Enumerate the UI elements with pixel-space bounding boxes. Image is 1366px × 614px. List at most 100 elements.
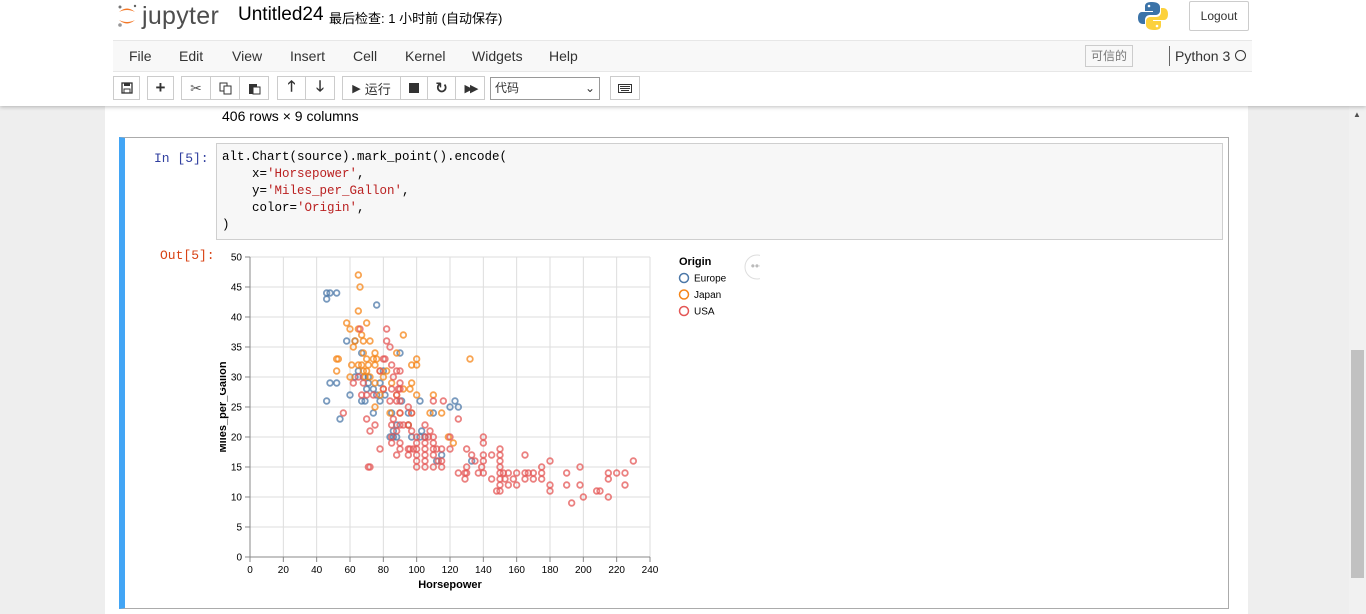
data-point-europe <box>322 295 331 303</box>
trusted-indicator[interactable]: 可信的 <box>1085 45 1133 67</box>
data-point-usa <box>454 469 463 477</box>
menu-edit[interactable]: Edit <box>179 48 204 64</box>
data-point-usa <box>379 385 388 393</box>
paste-button[interactable] <box>239 76 269 100</box>
data-point-japan <box>407 379 416 387</box>
chart-points <box>322 271 638 507</box>
menu-widgets[interactable]: Widgets <box>472 48 523 64</box>
data-point-usa <box>404 403 413 411</box>
run-button[interactable]: ▶ 运行 <box>342 76 401 100</box>
data-point-usa <box>349 379 358 387</box>
data-point-usa <box>604 475 613 483</box>
data-point-usa <box>387 421 396 429</box>
data-point-usa <box>496 451 504 459</box>
move-down-button[interactable]: 🡓 <box>305 76 335 100</box>
data-point-japan <box>366 337 374 345</box>
data-point-japan <box>362 319 371 327</box>
save-button[interactable] <box>113 76 140 100</box>
data-point-usa <box>412 463 421 471</box>
command-palette-button[interactable] <box>610 76 640 100</box>
data-point-japan <box>359 337 368 345</box>
data-point-japan <box>371 379 379 387</box>
data-point-usa <box>376 445 384 453</box>
data-point-europe <box>326 289 334 297</box>
data-point-usa <box>621 481 629 489</box>
x-tick-label: 60 <box>344 565 356 576</box>
data-point-europe <box>336 415 344 423</box>
notebook-header: jupyter Untitled24 最后检查: 1 小时前 (自动保存) Lo… <box>0 0 1366 106</box>
data-point-europe <box>372 391 381 399</box>
data-point-europe <box>451 397 459 405</box>
move-up-button[interactable]: 🡑 <box>277 76 306 100</box>
data-point-usa <box>562 481 571 489</box>
legend-label-europe: Europe <box>694 274 727 285</box>
data-point-usa <box>429 463 438 471</box>
copy-button[interactable] <box>210 76 240 100</box>
data-point-usa <box>467 451 476 459</box>
data-point-japan <box>366 373 374 381</box>
data-point-europe <box>346 391 354 399</box>
data-point-usa <box>381 355 389 363</box>
plus-icon: + <box>155 78 166 97</box>
data-point-usa <box>446 433 454 441</box>
code-cell[interactable] <box>119 137 1229 609</box>
logout-button[interactable]: Logout <box>1189 1 1249 31</box>
menu-help[interactable]: Help <box>549 48 578 64</box>
code-editor[interactable]: alt.Chart(source).mark_point().encode( x… <box>216 143 1223 240</box>
notebook-name[interactable]: Untitled24 <box>238 4 324 25</box>
data-point-japan <box>437 409 446 417</box>
interrupt-button[interactable] <box>400 76 428 100</box>
data-point-europe <box>446 403 454 411</box>
data-point-europe <box>322 397 331 405</box>
chevron-down-icon: ⌄ <box>584 81 595 95</box>
data-point-usa <box>512 481 521 489</box>
scrollbar[interactable]: ▲ <box>1349 106 1366 614</box>
data-point-japan <box>362 355 371 363</box>
menu-file[interactable]: File <box>129 48 152 64</box>
data-point-usa <box>389 373 398 381</box>
restart-button[interactable]: ↻ <box>427 76 456 100</box>
data-point-usa <box>454 415 463 423</box>
data-point-usa <box>496 487 504 495</box>
data-point-usa <box>504 469 513 477</box>
chart-actions-button[interactable]: ••• <box>744 254 760 280</box>
jupyter-icon <box>118 4 137 27</box>
menu-cell[interactable]: Cell <box>353 48 378 64</box>
data-point-usa <box>396 397 404 405</box>
data-point-japan <box>357 331 366 339</box>
dataframe-shape-text: 406 rows × 9 columns <box>222 108 359 124</box>
output-prompt: Out[5]: <box>160 248 215 263</box>
input-prompt: In [5]: <box>154 151 209 166</box>
x-tick-label: 140 <box>475 565 492 576</box>
menu-kernel[interactable]: Kernel <box>405 48 446 64</box>
data-point-usa <box>579 493 588 501</box>
cut-button[interactable]: ✂ <box>181 76 211 100</box>
restart-icon: ↻ <box>435 80 448 97</box>
data-point-usa <box>439 397 448 405</box>
data-point-usa <box>387 385 396 393</box>
data-point-usa <box>421 433 429 441</box>
legend-symbol-usa <box>678 305 690 317</box>
data-point-usa <box>392 391 401 399</box>
menu-view[interactable]: View <box>232 48 263 64</box>
scroll-up-icon[interactable]: ▲ <box>1353 110 1361 119</box>
data-point-usa <box>629 457 638 465</box>
restart-run-all-button[interactable]: ▶▶ <box>455 76 485 100</box>
copy-icon <box>219 82 231 94</box>
data-point-europe <box>332 379 341 387</box>
insert-cell-button[interactable]: + <box>147 76 174 100</box>
jupyter-logo[interactable]: jupyter <box>116 0 219 32</box>
data-point-usa <box>446 445 454 453</box>
data-point-usa <box>437 445 446 453</box>
scroll-thumb[interactable] <box>1351 350 1364 578</box>
data-point-usa <box>339 409 348 417</box>
data-point-japan <box>412 361 421 369</box>
data-point-japan <box>466 355 474 363</box>
cell-type-select[interactable]: 代码 ⌄ <box>490 77 600 100</box>
data-point-usa <box>496 481 504 489</box>
data-point-usa <box>386 397 394 405</box>
scatter-chart: 0 20 40 60 80 100 120 140 160 180 200 220 240 0 5 10 15 2… <box>220 253 760 591</box>
menu-insert[interactable]: Insert <box>290 48 326 64</box>
paste-icon <box>248 83 260 94</box>
data-point-japan <box>356 283 364 291</box>
